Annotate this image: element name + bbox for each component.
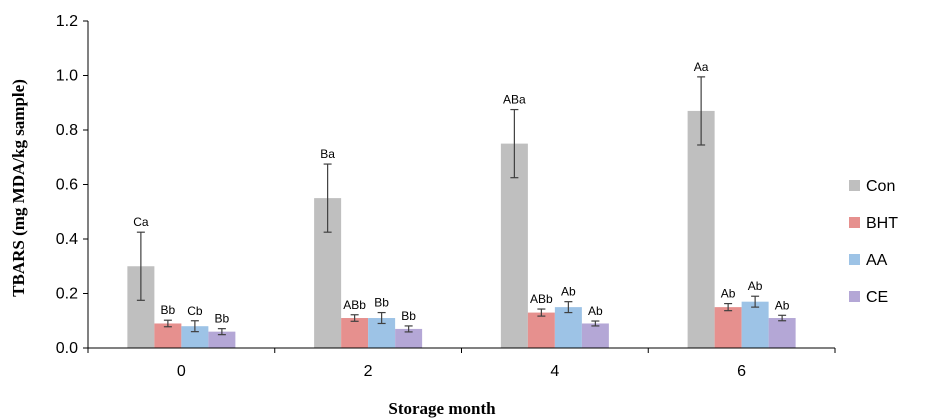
bar-groups: Ca Bb Cb Bb Ba ABb Bb Bb ABa ABb Ab Ab Aa Ab Ab Ab <box>127 60 796 348</box>
significance-label: Ab <box>748 279 763 293</box>
x-tick-label: 2 <box>364 363 373 380</box>
significance-label: Bb <box>401 309 416 323</box>
y-tick-label: 0.0 <box>56 340 78 357</box>
legend-swatch <box>849 291 860 302</box>
significance-label: Ab <box>775 298 790 312</box>
significance-label: ABa <box>503 93 526 107</box>
significance-label: Ba <box>320 147 335 161</box>
bar-ce <box>208 331 236 348</box>
significance-label: Cb <box>187 304 203 318</box>
bar-group-month-0: Ca Bb Cb Bb <box>127 215 236 348</box>
x-axis-ticks: 0 2 4 6 <box>87 348 836 380</box>
legend-swatch <box>849 254 860 265</box>
bar-bht <box>714 307 742 348</box>
legend-label: Con <box>866 178 895 195</box>
legend: Con BHT AA CE <box>849 178 898 306</box>
significance-label: Ab <box>561 285 576 299</box>
significance-label: Ab <box>588 304 603 318</box>
bar-aa <box>741 301 769 348</box>
legend-item-bht: BHT <box>849 215 898 232</box>
bar-group-month-4: ABa ABb Ab Ab <box>500 93 609 348</box>
legend-item-con: Con <box>849 178 895 195</box>
bar-group-month-6: Aa Ab Ab Ab <box>687 60 796 348</box>
bar-bht <box>527 312 555 348</box>
legend-label: CE <box>866 289 888 306</box>
significance-label: Aa <box>694 60 709 74</box>
bar-bht <box>154 323 182 348</box>
x-tick-label: 0 <box>177 363 186 380</box>
significance-label: Bb <box>374 296 389 310</box>
y-tick-label: 0.2 <box>56 286 78 303</box>
legend-swatch <box>849 217 860 228</box>
bar-con <box>687 110 715 348</box>
significance-label: Ab <box>721 287 736 301</box>
significance-label: Bb <box>161 303 176 317</box>
y-tick-label: 1.2 <box>56 13 78 30</box>
bar-aa <box>181 326 209 348</box>
legend-label: BHT <box>866 215 898 232</box>
y-axis-ticks: 0.0 0.2 0.4 0.6 0.8 1.0 1.2 <box>56 13 88 357</box>
bar-aa <box>554 307 582 348</box>
y-axis-title: TBARS (mg MDA/kg sample) <box>9 79 28 297</box>
x-tick-label: 6 <box>737 363 746 380</box>
bar-ce <box>581 323 609 348</box>
significance-label: ABb <box>530 292 553 306</box>
bar-ce <box>768 318 796 348</box>
bar-group-month-2: Ba ABb Bb Bb <box>314 147 423 348</box>
significance-label: Bb <box>215 312 230 326</box>
legend-swatch <box>849 180 860 191</box>
legend-label: AA <box>866 252 888 269</box>
y-tick-label: 0.6 <box>56 177 78 194</box>
significance-label: Ca <box>133 215 149 229</box>
x-tick-label: 4 <box>550 363 559 380</box>
legend-item-aa: AA <box>849 252 888 269</box>
y-tick-label: 0.8 <box>56 122 78 139</box>
x-axis-title: Storage month <box>388 399 496 418</box>
bar-ce <box>395 328 423 348</box>
significance-label: ABb <box>343 298 366 312</box>
y-tick-label: 1.0 <box>56 68 78 85</box>
bar-bht <box>341 318 369 348</box>
y-tick-label: 0.4 <box>56 231 78 248</box>
legend-item-ce: CE <box>849 289 888 306</box>
